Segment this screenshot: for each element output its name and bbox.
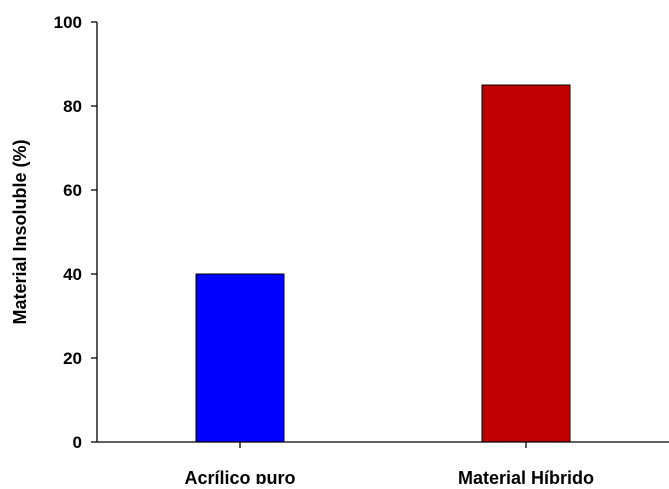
y-tick-label: 80 <box>63 97 82 116</box>
y-tick-label: 100 <box>54 13 82 32</box>
y-tick-label: 20 <box>63 349 82 368</box>
ticks-group <box>91 21 527 448</box>
x-tick-label: Material Híbrido <box>458 468 594 484</box>
bar-0 <box>195 273 285 443</box>
y-axis-title: Material Insoluble (%) <box>10 139 30 324</box>
axes-group <box>96 22 669 443</box>
x-tick-label: Acrílico puro <box>184 468 295 484</box>
y-tick-label: 40 <box>63 265 82 284</box>
y-tick-label: 60 <box>63 181 82 200</box>
y-tick-label: 0 <box>73 433 82 452</box>
y-axis-title-group: Material Insoluble (%) <box>10 139 30 324</box>
bars-group <box>195 84 571 443</box>
bar-1 <box>481 84 571 443</box>
labels-group: 0 20 40 60 80 100 Acrílico puro Material Híbrid… <box>54 13 594 488</box>
